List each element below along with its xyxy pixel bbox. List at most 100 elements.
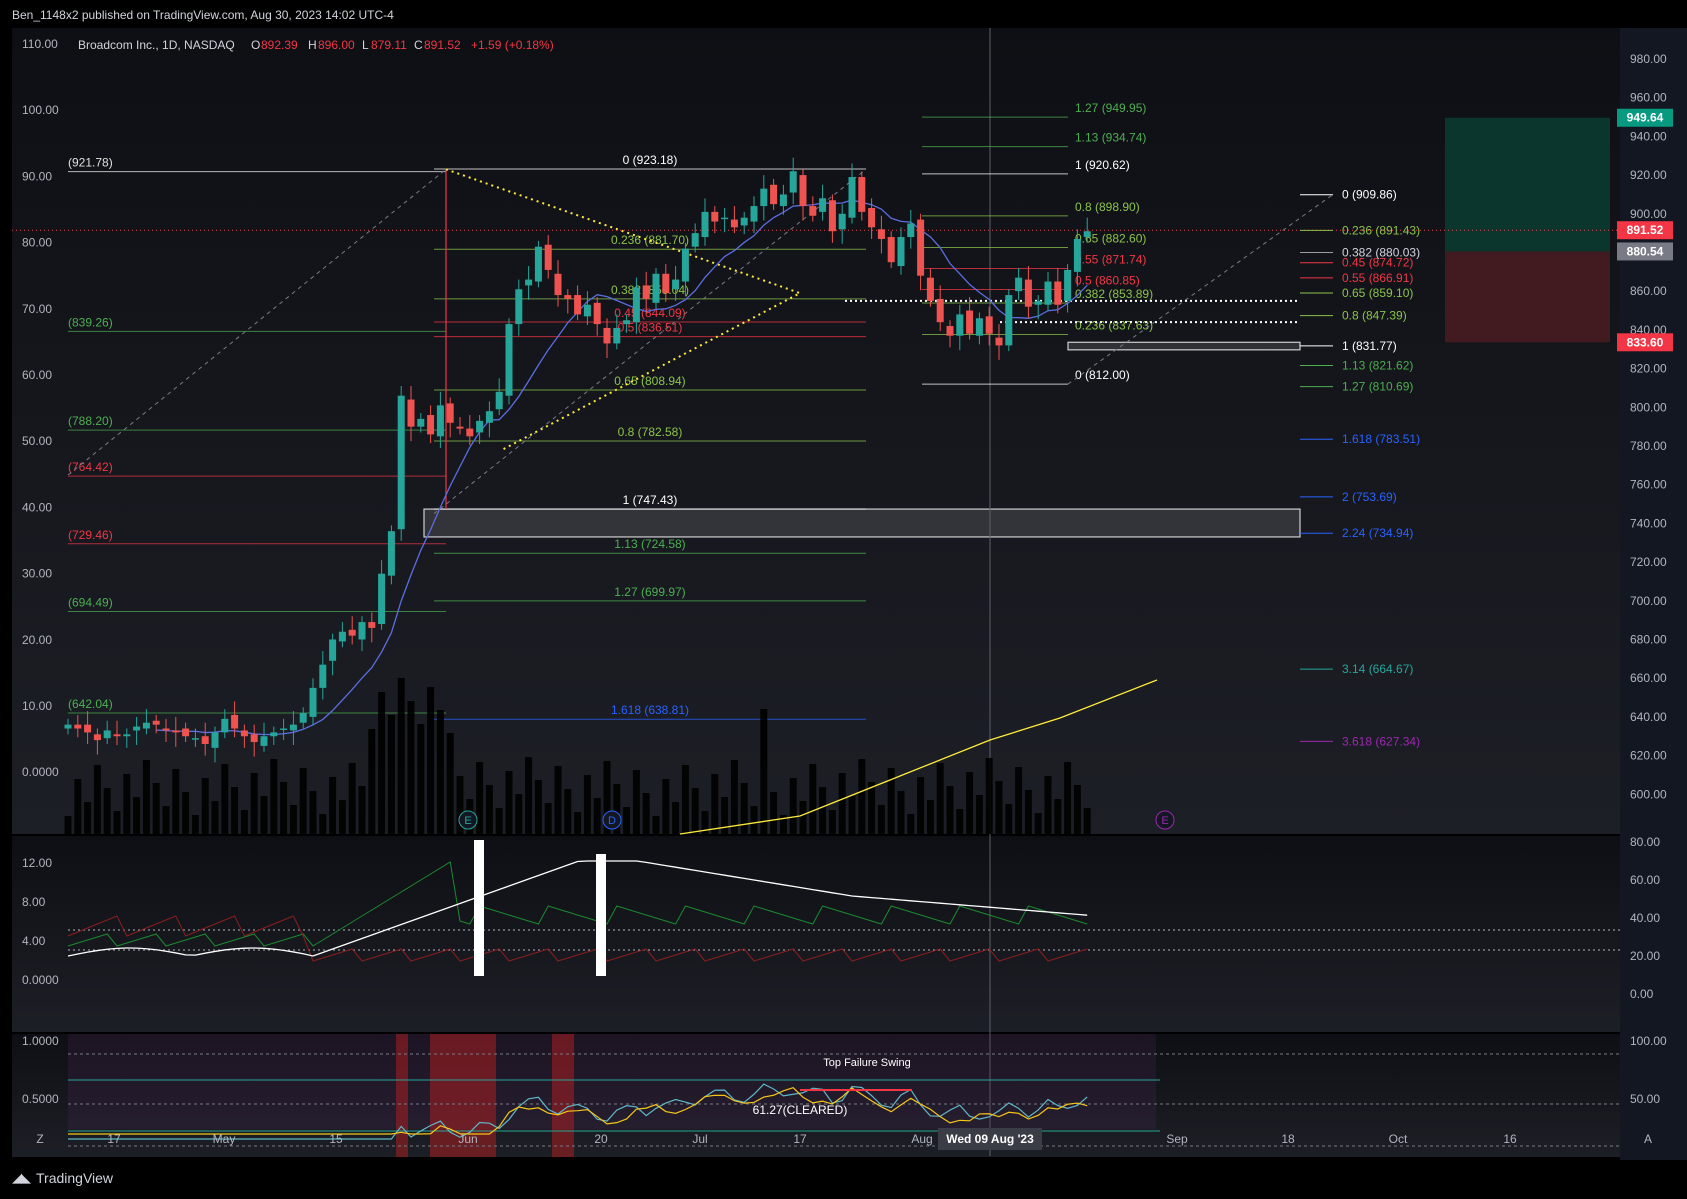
- volume-bar: [162, 806, 170, 834]
- support-zone-box: [423, 508, 1301, 538]
- event-marker: [602, 810, 622, 830]
- candle-body: [446, 403, 454, 423]
- price-tick-label: 920.00: [1630, 168, 1667, 182]
- target-zone: [1445, 117, 1610, 252]
- candle-body: [103, 730, 111, 739]
- candle-body: [1005, 295, 1013, 346]
- x-tick-label: 17: [107, 1132, 121, 1146]
- left-tick-label: 30.00: [22, 567, 52, 581]
- adx-marker-bar: [474, 840, 484, 976]
- volume-bar: [221, 764, 229, 834]
- volume-bar: [623, 807, 631, 834]
- legend-low: 879.11: [371, 38, 407, 52]
- left-tick-label: 40.00: [22, 500, 52, 514]
- left-tick-label: 80.00: [22, 236, 52, 250]
- fib-label-left: (788.20): [68, 414, 113, 428]
- trend-dashed: [67, 168, 447, 476]
- volume-bar: [201, 778, 209, 834]
- dmi-panel[interactable]: [12, 836, 1620, 1032]
- volume-bar: [544, 803, 552, 834]
- rsi-signal-line: [68, 1087, 1088, 1135]
- volume-bar: [260, 796, 268, 834]
- candle-body: [956, 314, 964, 336]
- price-tag-label: 833.60: [1627, 335, 1664, 349]
- volume-bar: [172, 769, 180, 834]
- candle-body: [740, 217, 748, 226]
- candle-body: [887, 237, 895, 263]
- candle-body: [701, 211, 709, 238]
- price-tick-label: 620.00: [1630, 749, 1667, 763]
- left-tick-label: 0.0000: [22, 765, 59, 779]
- candle-body: [681, 248, 689, 282]
- candle-body: [152, 720, 160, 725]
- fib-label-left: (921.78): [68, 156, 113, 170]
- volume-bar: [887, 768, 895, 834]
- fib-label-mid: 0.236 (881.70): [611, 233, 689, 247]
- candle-body: [799, 175, 807, 207]
- candle-body: [897, 237, 905, 267]
- volume-bar: [613, 784, 621, 834]
- volume-bar: [711, 774, 719, 834]
- candle-body: [642, 285, 650, 299]
- volume-bar: [407, 701, 415, 834]
- candle-body: [299, 713, 307, 723]
- fib-label-left: (642.04): [68, 697, 113, 711]
- x-tick-label: Oct: [1389, 1132, 1408, 1146]
- dmi-plus-line: [67, 861, 1088, 947]
- fib-label-aug: 1.27 (949.95): [1075, 101, 1146, 115]
- volume-bar: [231, 787, 239, 834]
- volume-bar: [721, 797, 729, 834]
- volume-bar: [427, 687, 435, 834]
- right-axis[interactable]: [1620, 28, 1687, 1160]
- tv-logo-icon: ◢◣: [12, 1170, 31, 1185]
- candle-body: [191, 738, 199, 740]
- candle-body: [270, 732, 278, 737]
- volume-bar: [525, 757, 533, 834]
- volume-bar: [113, 811, 121, 834]
- volume-bar: [975, 795, 983, 834]
- volume-bar: [583, 775, 591, 834]
- tradingview-logo[interactable]: ◢◣ TradingView: [12, 1170, 113, 1186]
- candle-body: [74, 724, 82, 729]
- volume-bar: [74, 779, 82, 834]
- candle-body: [289, 724, 297, 731]
- candle-body: [348, 629, 356, 636]
- x-tick-label: 17: [793, 1132, 807, 1146]
- volume-bar: [838, 773, 846, 834]
- fib-label-right: 0.45 (874.72): [1342, 256, 1413, 270]
- dmi-right-tick: 20.00: [1630, 949, 1660, 963]
- fib-label-aug: 0.236 (837.63): [1075, 318, 1153, 332]
- main-panel[interactable]: [12, 28, 1620, 834]
- fib-label-right: 1.13 (821.62): [1342, 358, 1413, 372]
- volume-bar: [1034, 813, 1042, 834]
- x-tick-label: Z: [36, 1132, 43, 1146]
- fib-label-right: 3.14 (664.67): [1342, 662, 1413, 676]
- volume-bar: [358, 786, 366, 834]
- candle-body: [554, 273, 562, 296]
- price-tick-label: 720.00: [1630, 555, 1667, 569]
- dmi-left-tick: 8.00: [22, 895, 46, 909]
- price-tick-label: 680.00: [1630, 633, 1667, 647]
- price-chart[interactable]: (921.78) (839.26) (788.20) (764.42) (729.46)…: [0, 28, 1687, 1160]
- x-tick-label: 20: [594, 1132, 608, 1146]
- price-tick-label: 980.00: [1630, 52, 1667, 66]
- candle-body: [809, 206, 817, 216]
- candle-body: [1015, 277, 1023, 292]
- volume-bar: [809, 764, 817, 834]
- fib-label-aug: 0.5 (860.85): [1075, 274, 1140, 288]
- fib-label-mid: 1.618 (638.81): [611, 703, 689, 717]
- candle-body: [730, 219, 738, 228]
- fib-label-right: 2 (753.69): [1342, 490, 1397, 504]
- candle-body: [877, 229, 885, 239]
- candle-body: [485, 411, 493, 423]
- candle-body: [583, 304, 591, 317]
- candle-body: [632, 287, 640, 323]
- price-tag: [1617, 108, 1673, 127]
- volume-bar: [338, 800, 346, 834]
- crosshair-date-label: Wed 09 Aug '23: [946, 1132, 1034, 1146]
- legend-close: 891.52: [424, 38, 461, 52]
- volume-bar: [956, 809, 964, 834]
- candle-body: [231, 714, 239, 729]
- volume-bar: [211, 801, 219, 834]
- volume-bar: [985, 758, 993, 834]
